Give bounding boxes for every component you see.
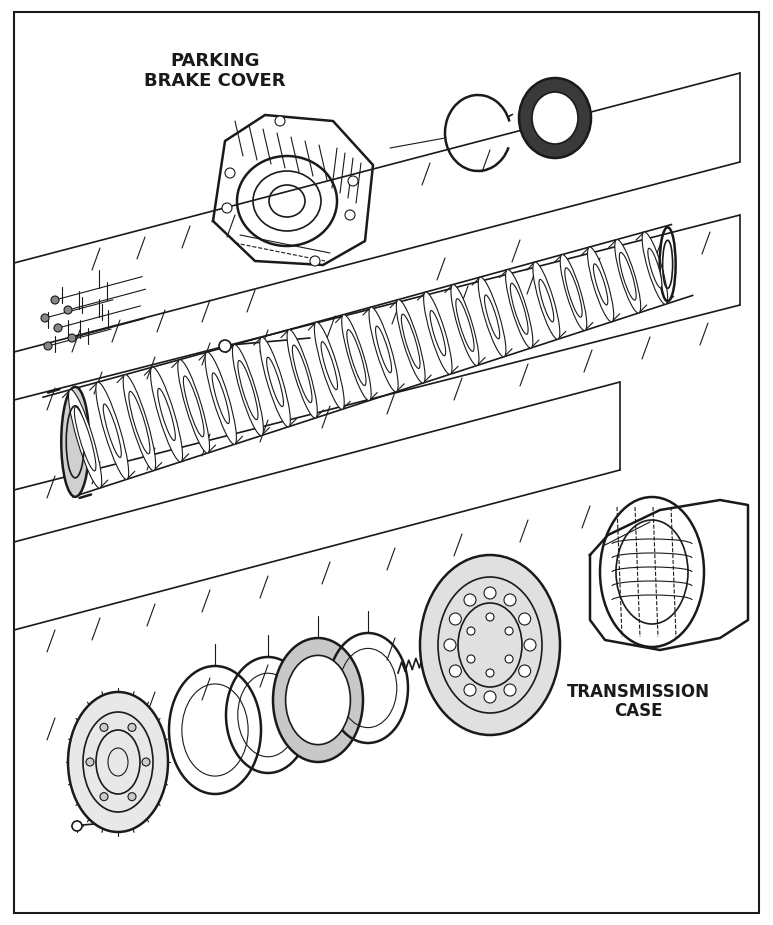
Circle shape: [44, 342, 52, 350]
Ellipse shape: [321, 341, 338, 389]
Circle shape: [51, 296, 59, 304]
Ellipse shape: [510, 283, 528, 334]
Circle shape: [54, 324, 62, 332]
Ellipse shape: [342, 314, 371, 401]
Circle shape: [505, 627, 513, 635]
Ellipse shape: [519, 78, 591, 158]
Ellipse shape: [347, 329, 366, 386]
Ellipse shape: [456, 299, 474, 352]
Circle shape: [505, 655, 513, 663]
Ellipse shape: [74, 407, 96, 471]
Circle shape: [519, 613, 530, 625]
Circle shape: [86, 758, 94, 766]
Circle shape: [504, 684, 516, 696]
Circle shape: [219, 340, 231, 352]
Ellipse shape: [587, 247, 614, 322]
Ellipse shape: [104, 404, 121, 458]
Circle shape: [142, 758, 150, 766]
Ellipse shape: [151, 367, 182, 462]
Ellipse shape: [68, 692, 168, 832]
Text: CASE: CASE: [614, 702, 662, 720]
Ellipse shape: [619, 253, 636, 300]
Ellipse shape: [69, 389, 102, 488]
Circle shape: [225, 168, 235, 178]
Ellipse shape: [61, 387, 89, 497]
Ellipse shape: [369, 307, 398, 392]
Ellipse shape: [260, 337, 291, 426]
Ellipse shape: [376, 327, 392, 373]
Text: TRANSMISSION: TRANSMISSION: [567, 683, 710, 701]
Ellipse shape: [506, 269, 533, 348]
Circle shape: [222, 203, 232, 213]
Ellipse shape: [315, 322, 344, 410]
Ellipse shape: [430, 311, 446, 356]
Circle shape: [310, 256, 320, 266]
Circle shape: [524, 639, 536, 651]
Ellipse shape: [123, 375, 155, 471]
Circle shape: [484, 587, 496, 599]
Ellipse shape: [96, 382, 128, 479]
Ellipse shape: [178, 360, 209, 453]
Circle shape: [348, 176, 358, 186]
Ellipse shape: [648, 248, 662, 288]
Circle shape: [128, 793, 136, 801]
Circle shape: [72, 821, 82, 831]
Ellipse shape: [158, 388, 175, 440]
Ellipse shape: [212, 373, 230, 424]
Ellipse shape: [533, 262, 560, 339]
Ellipse shape: [420, 555, 560, 735]
Ellipse shape: [233, 345, 264, 436]
Ellipse shape: [424, 292, 452, 375]
Circle shape: [275, 116, 285, 126]
Circle shape: [519, 665, 530, 677]
Ellipse shape: [642, 232, 668, 304]
Circle shape: [504, 594, 516, 606]
Ellipse shape: [205, 352, 237, 444]
Circle shape: [128, 723, 136, 732]
Ellipse shape: [539, 279, 553, 322]
Circle shape: [345, 210, 355, 220]
Ellipse shape: [292, 345, 312, 402]
Circle shape: [464, 594, 476, 606]
Circle shape: [100, 723, 108, 732]
Text: PARKING: PARKING: [170, 52, 260, 70]
Ellipse shape: [287, 329, 317, 418]
Circle shape: [41, 314, 49, 322]
Circle shape: [449, 665, 461, 677]
Circle shape: [467, 655, 475, 663]
Ellipse shape: [594, 264, 608, 305]
Ellipse shape: [560, 254, 587, 330]
Circle shape: [464, 684, 476, 696]
Ellipse shape: [397, 300, 425, 383]
Ellipse shape: [532, 92, 578, 144]
Circle shape: [484, 691, 496, 703]
Ellipse shape: [565, 268, 582, 317]
Circle shape: [64, 306, 72, 314]
Ellipse shape: [238, 361, 258, 420]
Circle shape: [68, 334, 76, 342]
Ellipse shape: [485, 295, 499, 339]
Ellipse shape: [183, 376, 204, 437]
Text: BRAKE COVER: BRAKE COVER: [145, 72, 286, 90]
Ellipse shape: [478, 278, 506, 357]
Ellipse shape: [285, 655, 350, 745]
Circle shape: [449, 613, 461, 625]
Circle shape: [486, 669, 494, 677]
Ellipse shape: [267, 357, 284, 407]
Ellipse shape: [273, 638, 363, 762]
Ellipse shape: [129, 391, 150, 454]
Circle shape: [486, 613, 494, 621]
Ellipse shape: [401, 314, 420, 368]
Circle shape: [444, 639, 456, 651]
Ellipse shape: [615, 240, 641, 313]
Ellipse shape: [451, 285, 479, 365]
Circle shape: [100, 793, 108, 801]
Circle shape: [467, 627, 475, 635]
